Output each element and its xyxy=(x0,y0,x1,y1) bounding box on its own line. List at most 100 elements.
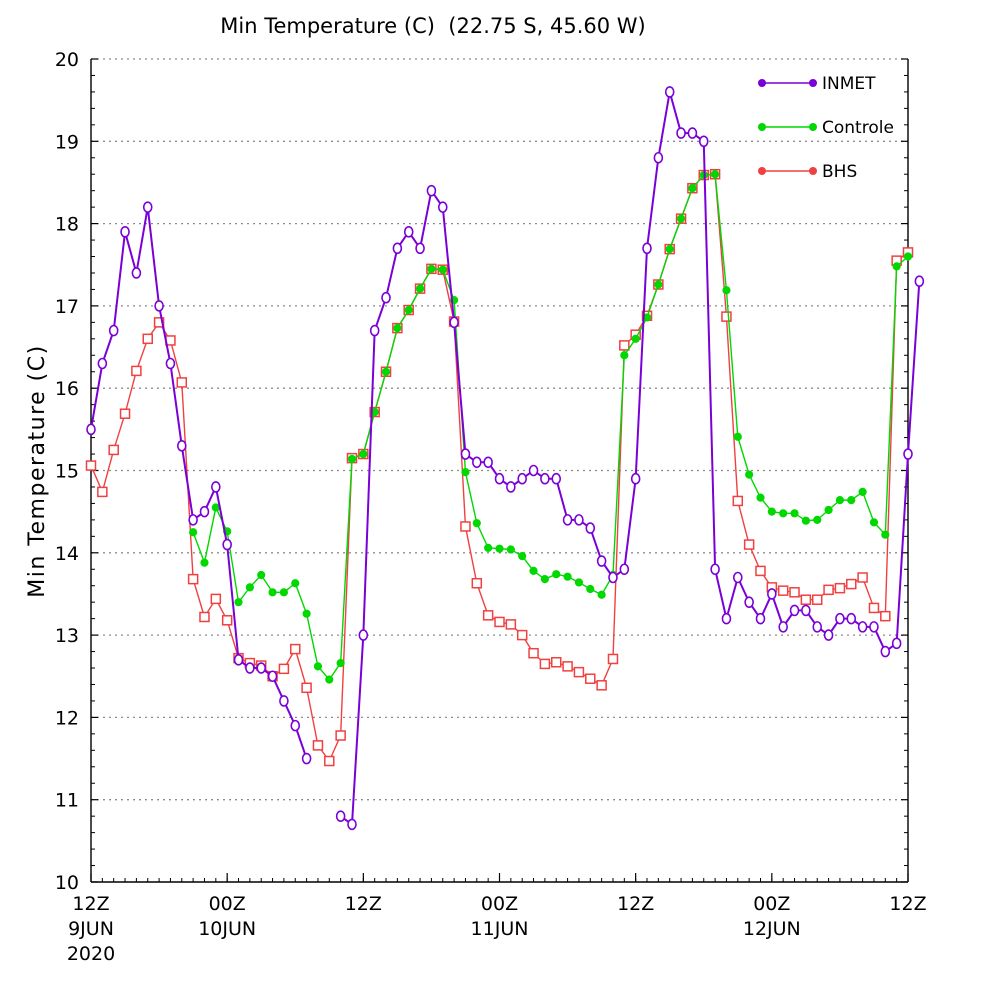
data-point-inmet xyxy=(347,818,357,831)
data-point-bhs xyxy=(834,582,846,594)
data-point-bhs xyxy=(97,486,108,498)
legend-marker-controle xyxy=(758,123,766,131)
legend-marker-bhs xyxy=(809,167,817,175)
data-point-bhs xyxy=(131,365,142,377)
data-point-bhs xyxy=(324,755,335,767)
data-point-inmet xyxy=(619,563,630,576)
x-tick-label: 12Z xyxy=(617,893,654,915)
y-axis-label: Min Temperature (C) xyxy=(25,344,50,597)
data-point-inmet xyxy=(540,472,550,485)
y-tick-label: 16 xyxy=(55,378,79,400)
data-point-controle xyxy=(540,575,549,584)
data-point-inmet xyxy=(86,423,96,436)
data-point-inmet xyxy=(903,448,913,460)
data-point-bhs xyxy=(153,317,165,328)
data-point-controle xyxy=(313,662,323,671)
data-point-inmet xyxy=(245,662,255,674)
data-point-inmet xyxy=(483,456,493,469)
data-point-inmet xyxy=(585,522,596,534)
data-point-bhs xyxy=(494,616,505,628)
data-point-controle xyxy=(847,496,856,505)
legend-marker-inmet xyxy=(809,79,817,87)
data-point-controle xyxy=(189,528,198,537)
data-point-inmet xyxy=(279,695,289,707)
data-point-bhs xyxy=(199,611,210,623)
data-point-controle xyxy=(563,572,572,581)
y-tick-label: 12 xyxy=(55,707,79,729)
y-tick-label: 10 xyxy=(55,872,79,894)
data-point-controle xyxy=(710,170,720,179)
data-point-inmet xyxy=(415,242,425,255)
data-point-inmet xyxy=(358,629,369,641)
data-point-inmet xyxy=(869,621,879,633)
data-point-controle xyxy=(620,351,629,360)
data-point-controle xyxy=(733,432,742,441)
legend-marker-inmet xyxy=(758,79,766,87)
data-point-controle xyxy=(858,487,867,496)
data-point-inmet xyxy=(642,242,652,255)
data-point-bhs xyxy=(187,573,199,585)
data-point-controle xyxy=(484,543,493,552)
data-point-bhs xyxy=(312,740,324,751)
data-point-controle xyxy=(824,505,833,515)
legend: INMET Controle BHS xyxy=(758,74,894,182)
y-tick-label: 13 xyxy=(55,625,79,647)
data-point-inmet xyxy=(437,201,448,213)
data-point-inmet xyxy=(823,629,834,641)
x-tick-label: 00Z xyxy=(753,893,790,915)
data-point-bhs xyxy=(607,653,619,665)
data-point-bhs xyxy=(811,594,823,605)
data-point-controle xyxy=(506,545,515,554)
data-point-inmet xyxy=(755,612,766,625)
data-point-inmet xyxy=(460,448,471,460)
data-point-inmet xyxy=(494,472,505,485)
series-layer xyxy=(85,86,925,831)
x-tick-label: 00Z xyxy=(481,893,518,915)
data-point-bhs xyxy=(800,594,812,605)
data-point-controle xyxy=(892,262,901,271)
data-point-inmet xyxy=(233,653,244,666)
data-point-inmet xyxy=(687,127,698,139)
y-tick-label: 19 xyxy=(55,131,79,153)
data-point-inmet xyxy=(710,563,720,576)
data-point-bhs xyxy=(301,682,312,694)
series-controle xyxy=(189,170,913,684)
data-point-inmet xyxy=(449,316,459,329)
data-point-inmet xyxy=(812,621,823,633)
data-point-controle xyxy=(835,496,845,505)
data-point-controle xyxy=(438,265,447,274)
data-point-bhs xyxy=(596,680,607,691)
data-point-inmet xyxy=(369,324,380,337)
data-point-bhs xyxy=(108,444,119,456)
series-bhs xyxy=(85,168,914,767)
data-point-bhs xyxy=(278,663,290,675)
data-point-bhs xyxy=(755,565,766,577)
data-point-inmet xyxy=(403,226,414,238)
data-point-bhs xyxy=(777,585,789,596)
data-point-inmet xyxy=(131,267,142,279)
data-point-bhs xyxy=(290,643,301,655)
data-point-controle xyxy=(336,658,345,668)
data-point-inmet xyxy=(335,810,346,822)
data-point-inmet xyxy=(199,505,210,518)
data-point-inmet xyxy=(154,300,164,312)
x-tick-label: 11JUN xyxy=(471,918,529,940)
data-point-controle xyxy=(404,305,413,315)
y-tick-label: 14 xyxy=(55,543,79,565)
data-point-controle xyxy=(903,252,913,261)
data-point-controle xyxy=(393,324,402,333)
data-point-controle xyxy=(268,588,277,597)
gridlines xyxy=(91,58,908,801)
data-point-controle xyxy=(234,598,243,607)
data-point-controle xyxy=(415,284,425,293)
data-point-inmet xyxy=(801,604,811,617)
data-point-inmet xyxy=(732,571,743,584)
data-point-bhs xyxy=(221,615,233,626)
data-point-inmet xyxy=(176,440,187,452)
legend-marker-bhs xyxy=(758,167,766,175)
data-point-inmet xyxy=(914,275,925,288)
data-point-controle xyxy=(279,588,289,597)
data-point-inmet xyxy=(653,151,664,164)
data-point-controle xyxy=(756,493,765,502)
